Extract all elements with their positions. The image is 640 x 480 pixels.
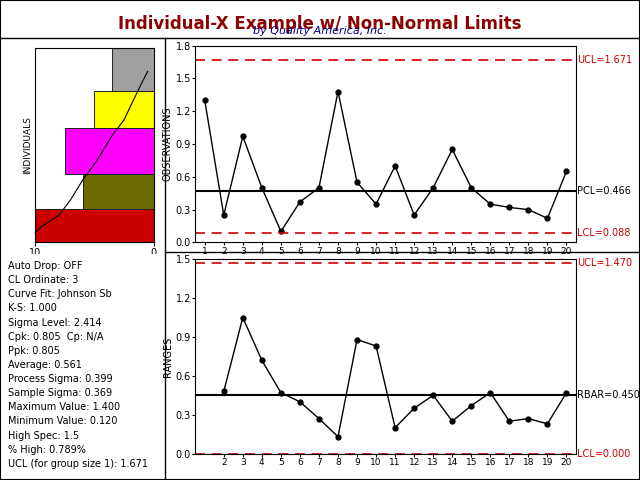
Text: Curve Fit: Johnson Sb: Curve Fit: Johnson Sb <box>8 289 112 300</box>
Y-axis label: OBSERVATIONS: OBSERVATIONS <box>163 107 173 181</box>
Text: UCL (for group size 1): 1.671: UCL (for group size 1): 1.671 <box>8 459 148 469</box>
Text: Auto Drop: OFF: Auto Drop: OFF <box>8 261 83 271</box>
Text: High Spec: 1.5: High Spec: 1.5 <box>8 431 79 441</box>
Bar <box>35 209 154 242</box>
Text: UCL=1.671: UCL=1.671 <box>577 55 632 65</box>
Text: Sample Sigma: 0.369: Sample Sigma: 0.369 <box>8 388 112 398</box>
Text: Average: 0.561: Average: 0.561 <box>8 360 82 370</box>
Text: Cpk: 0.805  Cp: N/A: Cpk: 0.805 Cp: N/A <box>8 332 104 342</box>
Bar <box>112 48 154 91</box>
Bar <box>35 209 154 242</box>
Text: Process Sigma: 0.399: Process Sigma: 0.399 <box>8 374 113 384</box>
Text: Sigma Level: 2.414: Sigma Level: 2.414 <box>8 318 102 327</box>
Text: % High: 0.789%: % High: 0.789% <box>8 445 86 455</box>
Text: Individual-X Example w/ Non-Normal Limits: Individual-X Example w/ Non-Normal Limit… <box>118 15 522 34</box>
Bar <box>112 48 154 91</box>
Text: by Quality America, Inc.: by Quality America, Inc. <box>253 26 387 36</box>
Bar <box>95 91 154 128</box>
Bar <box>83 174 154 209</box>
Text: PCL=0.466: PCL=0.466 <box>577 186 630 196</box>
Y-axis label: INDIVIDUALS: INDIVIDUALS <box>24 116 33 174</box>
Text: CL Ordinate: 3: CL Ordinate: 3 <box>8 275 78 285</box>
Y-axis label: RANGES: RANGES <box>163 336 173 376</box>
Bar <box>83 174 154 209</box>
Text: Ppk: 0.805: Ppk: 0.805 <box>8 346 60 356</box>
Bar <box>95 91 154 128</box>
Text: LCL=0.088: LCL=0.088 <box>577 228 630 238</box>
Text: LCL=0.000: LCL=0.000 <box>577 449 630 458</box>
Text: Maximum Value: 1.400: Maximum Value: 1.400 <box>8 402 120 412</box>
Text: UCL=1.470: UCL=1.470 <box>577 258 632 268</box>
Bar <box>65 128 154 174</box>
Text: RBAR=0.450: RBAR=0.450 <box>577 390 639 400</box>
Text: K-S: 1.000: K-S: 1.000 <box>8 303 57 313</box>
Text: Minimum Value: 0.120: Minimum Value: 0.120 <box>8 417 118 426</box>
Bar <box>65 128 154 174</box>
